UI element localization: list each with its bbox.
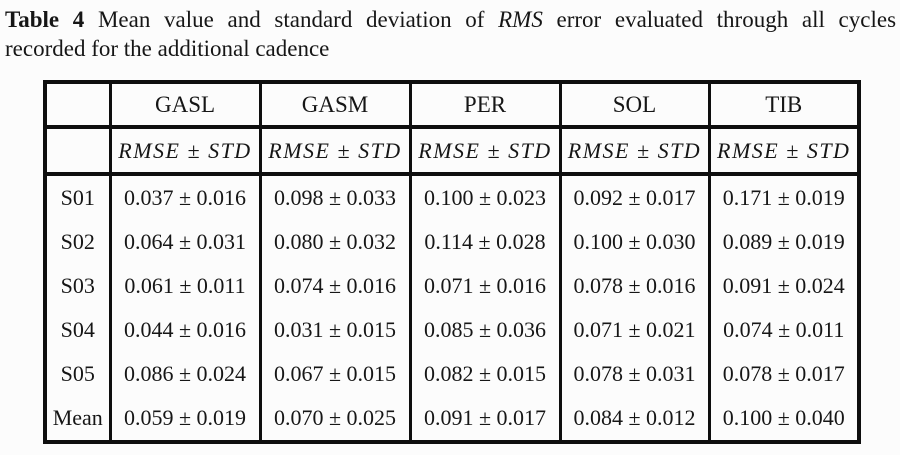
subheader-rmse-std: RMSE ± STD (258, 127, 412, 176)
data-cell: 0.086 ± 0.024 (108, 352, 262, 396)
data-cell: 0.080 ± 0.032 (258, 220, 412, 264)
caption-text-1: Mean value and standard deviation of (97, 7, 485, 32)
col-header-gasl: GASL (108, 82, 262, 129)
data-cell: 0.171 ± 0.019 (707, 174, 861, 220)
data-cell: 0.098 ± 0.033 (258, 174, 412, 220)
data-cell: 0.091 ± 0.024 (707, 264, 861, 308)
data-cell: 0.078 ± 0.016 (558, 264, 711, 308)
header-row-muscles: GASL GASM PER SOL TIB (43, 82, 861, 129)
row-label: S04 (43, 308, 112, 352)
data-cell: 0.078 ± 0.017 (707, 352, 861, 396)
table-caption: Table 4 Mean value and standard deviatio… (5, 5, 896, 63)
col-header-gasm: GASM (258, 82, 412, 129)
table-row-s02: S02 0.064 ± 0.031 0.080 ± 0.032 0.114 ± … (43, 220, 861, 264)
data-cell: 0.064 ± 0.031 (108, 220, 262, 264)
rms-error-table: GASL GASM PER SOL TIB RMSE ± STD RMSE ± … (43, 80, 861, 444)
data-cell: 0.074 ± 0.016 (258, 264, 412, 308)
caption-line-2: recorded for the additional cadence (5, 36, 330, 61)
subheader-rmse-std: RMSE ± STD (558, 127, 711, 176)
data-cell: 0.074 ± 0.011 (707, 308, 861, 352)
table-row-s04: S04 0.044 ± 0.016 0.031 ± 0.015 0.085 ± … (43, 308, 861, 352)
subheader-cell-empty (43, 127, 112, 176)
subheader-rmse-std: RMSE ± STD (707, 127, 861, 176)
data-cell: 0.037 ± 0.016 (108, 174, 262, 220)
table-row-s05: S05 0.086 ± 0.024 0.067 ± 0.015 0.082 ± … (43, 352, 861, 396)
table-row-s03: S03 0.061 ± 0.011 0.074 ± 0.016 0.071 ± … (43, 264, 861, 308)
data-cell: 0.085 ± 0.036 (408, 308, 562, 352)
header-row-subheader: RMSE ± STD RMSE ± STD RMSE ± STD RMSE ± … (43, 127, 861, 176)
row-label: S01 (43, 174, 112, 220)
col-header-tib: TIB (707, 82, 861, 129)
caption-rms-italic: RMS (498, 7, 543, 32)
subheader-rmse-std: RMSE ± STD (108, 127, 262, 176)
data-cell: 0.084 ± 0.012 (558, 396, 711, 442)
row-label: S03 (43, 264, 112, 308)
col-header-per: PER (408, 82, 562, 129)
data-cell: 0.089 ± 0.019 (707, 220, 861, 264)
data-cell: 0.071 ± 0.016 (408, 264, 562, 308)
col-header-sol: SOL (558, 82, 711, 129)
data-cell: 0.091 ± 0.017 (408, 396, 562, 442)
data-cell: 0.082 ± 0.015 (408, 352, 562, 396)
data-cell: 0.100 ± 0.040 (707, 396, 861, 442)
table-row-mean: Mean 0.059 ± 0.019 0.070 ± 0.025 0.091 ±… (43, 396, 861, 442)
data-cell: 0.070 ± 0.025 (258, 396, 412, 442)
data-cell: 0.044 ± 0.016 (108, 308, 262, 352)
corner-cell-empty (43, 82, 112, 129)
data-cell: 0.059 ± 0.019 (108, 396, 262, 442)
data-cell: 0.061 ± 0.011 (108, 264, 262, 308)
data-cell: 0.100 ± 0.030 (558, 220, 711, 264)
caption-text-2: error evaluated through all cycles (556, 7, 897, 32)
subheader-rmse-std: RMSE ± STD (408, 127, 562, 176)
row-label: S02 (43, 220, 112, 264)
data-cell: 0.092 ± 0.017 (558, 174, 711, 220)
table-row-s01: S01 0.037 ± 0.016 0.098 ± 0.033 0.100 ± … (43, 174, 861, 220)
data-cell: 0.100 ± 0.023 (408, 174, 562, 220)
row-label: Mean (43, 396, 112, 442)
data-cell: 0.071 ± 0.021 (558, 308, 711, 352)
data-cell: 0.031 ± 0.015 (258, 308, 412, 352)
data-cell: 0.114 ± 0.028 (408, 220, 562, 264)
caption-table-number: Table 4 (5, 7, 85, 32)
data-cell: 0.067 ± 0.015 (258, 352, 412, 396)
row-label: S05 (43, 352, 112, 396)
data-cell: 0.078 ± 0.031 (558, 352, 711, 396)
caption-line-1: Table 4 Mean value and standard deviatio… (5, 5, 896, 34)
